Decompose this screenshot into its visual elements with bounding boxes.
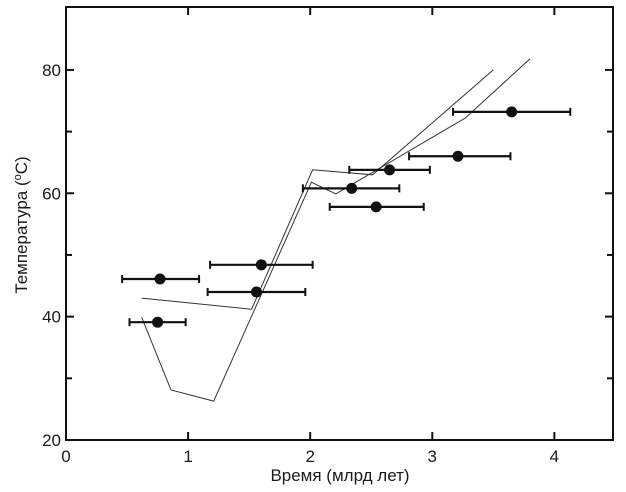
data-point-group: [209, 259, 314, 271]
data-point: [255, 259, 267, 271]
y-tick-label: 60: [42, 184, 61, 203]
x-axis-label: Время (млрд лет): [270, 466, 409, 485]
y-tick-label: 20: [42, 431, 61, 450]
data-point: [506, 106, 518, 118]
x-tick-label: 4: [550, 447, 559, 466]
data-point: [346, 182, 358, 194]
y-axis-label: Температура (oC): [12, 156, 31, 293]
y-tick-label: 40: [42, 308, 61, 327]
x-tick-label: 0: [61, 447, 70, 466]
y-tick-label: 80: [42, 61, 61, 80]
data-point: [250, 286, 262, 298]
x-tick-label: 1: [183, 447, 192, 466]
data-point-group: [121, 273, 201, 285]
series-line-model-a: [141, 69, 494, 310]
data-point-group: [206, 286, 307, 298]
data-point: [152, 316, 164, 328]
data-point: [154, 273, 166, 285]
data-point-group: [348, 164, 431, 176]
data-point: [452, 150, 464, 162]
data-point-group: [128, 316, 187, 328]
data-point: [384, 164, 396, 176]
plot-frame: [65, 6, 614, 441]
series-line-model-b: [141, 58, 531, 402]
data-point-group: [301, 182, 401, 194]
data-point-group: [328, 201, 425, 213]
data-point-group: [408, 150, 512, 162]
x-tick-label: 2: [305, 447, 314, 466]
data-point-group: [452, 106, 572, 118]
x-tick-label: 3: [428, 447, 437, 466]
data-point: [370, 201, 382, 213]
